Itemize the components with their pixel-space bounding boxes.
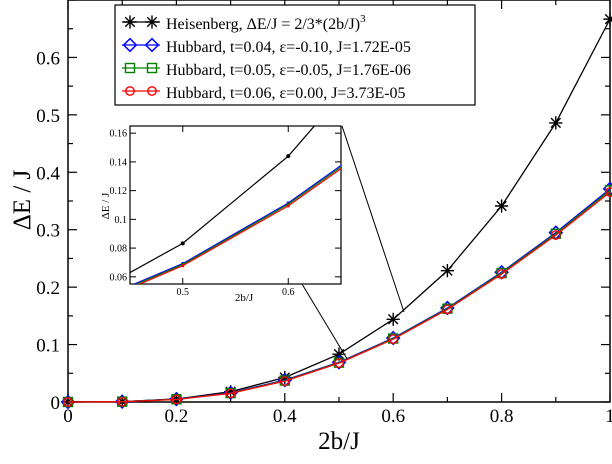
legend-label-heisenberg: Heisenberg, ΔE/J = 2/3*(2b/J)3 <box>166 13 366 33</box>
x-tick-label: 0.4 <box>273 406 297 427</box>
data-point <box>549 116 562 129</box>
inset-y-axis-title: ΔE / J <box>100 192 112 219</box>
inset-connector <box>342 126 404 312</box>
y-tick-label: 0 <box>51 393 61 414</box>
y-tick-label: 0.5 <box>36 106 60 127</box>
data-point <box>145 15 158 28</box>
x-tick-label: 0.6 <box>381 406 405 427</box>
y-tick-label: 0.6 <box>36 48 60 69</box>
y-tick-label: 0.4 <box>36 163 60 184</box>
inset-y-tick-label: 0.08 <box>110 244 128 255</box>
inset-y-tick-label: 0.1 <box>115 215 128 226</box>
data-point <box>387 313 400 326</box>
x-tick-label: 0.2 <box>165 406 189 427</box>
inset-y-tick-label: 0.12 <box>110 186 128 197</box>
y-tick-label: 0.1 <box>36 336 60 357</box>
inset-data-point <box>286 154 290 158</box>
inset-x-tick-label: 0.6 <box>282 287 295 298</box>
inset-y-tick-label: 0.14 <box>110 157 128 168</box>
y-axis-title: ΔE / J <box>9 169 36 230</box>
y-tick-label: 0.3 <box>36 221 60 242</box>
inset-data-point <box>181 241 185 245</box>
inset-data-point <box>287 204 290 207</box>
y-tick-label: 0.2 <box>36 278 60 299</box>
inset-data-point <box>181 264 184 267</box>
x-tick-label: 0.8 <box>490 406 514 427</box>
data-point <box>495 199 508 212</box>
inset-x-tick-label: 0.5 <box>177 287 190 298</box>
inset-frame <box>130 126 341 284</box>
inset-y-tick-label: 0.06 <box>110 272 128 283</box>
inset-x-axis-title: 2b/J <box>235 292 254 304</box>
inset-y-tick-label: 0.16 <box>110 129 128 140</box>
data-point <box>441 264 454 277</box>
legend-label-hubbard-3: Hubbard, t=0.06, ε=0.00, J=3.73E-05 <box>166 85 406 102</box>
data-point <box>123 15 136 28</box>
inset-connector <box>302 284 347 359</box>
x-tick-label: 1 <box>605 406 612 427</box>
x-axis-title: 2b/J <box>318 428 360 455</box>
legend-label-hubbard-2: Hubbard, t=0.05, ε=-0.05, J=1.76E-06 <box>166 62 411 79</box>
legend-label-hubbard-1: Hubbard, t=0.04, ε=-0.10, J=1.72E-05 <box>166 39 411 56</box>
